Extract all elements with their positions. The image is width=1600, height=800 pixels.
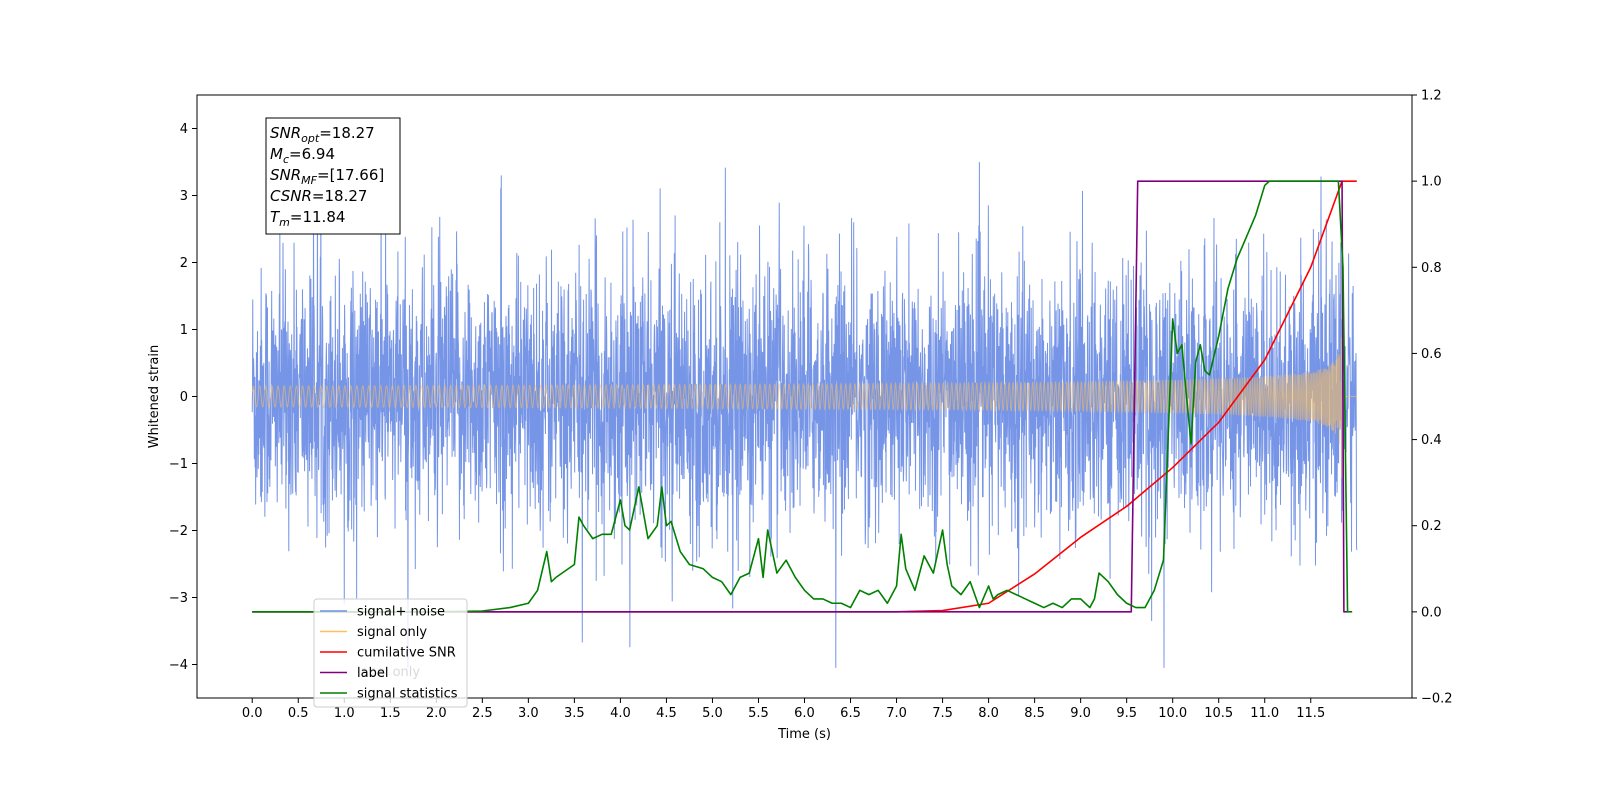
annotation-snr-opt: SNRopt=18.27 bbox=[270, 124, 375, 145]
y2-tick-label: 0.8 bbox=[1421, 261, 1442, 276]
x-tick-label: 3.0 bbox=[518, 706, 539, 721]
signal-noise-line bbox=[251, 142, 1358, 668]
x-tick-label: 1.5 bbox=[380, 706, 401, 721]
annotation-snr-mf: SNRMF=[17.66] bbox=[270, 166, 384, 187]
y-tick-label: 3 bbox=[180, 189, 188, 204]
x-axis-label: Time (s) bbox=[777, 727, 831, 742]
x-tick-label: 0.5 bbox=[288, 706, 309, 721]
x-tick-label: 9.5 bbox=[1116, 706, 1137, 721]
y-tick-label: 2 bbox=[180, 256, 188, 271]
x-tick-label: 0.0 bbox=[242, 706, 263, 721]
y-tick-label: −2 bbox=[169, 524, 188, 539]
y2-tick-label: 0.6 bbox=[1421, 347, 1442, 362]
legend-label: signal statistics bbox=[357, 687, 458, 702]
legend-item: signal statistics bbox=[320, 687, 458, 702]
legend-label: cumilative SNR bbox=[357, 646, 456, 661]
x-tick-label: 11.5 bbox=[1296, 706, 1325, 721]
legend-label: signal+ noise bbox=[357, 605, 445, 620]
y-axis-left: 4 3 2 1 0 −1 −2 −3 −4 bbox=[169, 122, 197, 673]
y-tick-label: −1 bbox=[169, 457, 188, 472]
y-axis-right: 1.2 1.0 0.8 0.6 0.4 0.2 0.0 −0.2 bbox=[1412, 89, 1453, 707]
y2-tick-label: 0.2 bbox=[1421, 519, 1442, 534]
cumilative-snr-line bbox=[252, 180, 1357, 613]
x-tick-label: 6.5 bbox=[840, 706, 861, 721]
annotation-csnr: CSNR=18.27 bbox=[270, 187, 367, 205]
signal-only-series bbox=[251, 337, 1357, 478]
x-tick-label: 11.0 bbox=[1250, 706, 1279, 721]
legend-label: label bbox=[357, 666, 388, 681]
y-tick-label: 1 bbox=[180, 323, 188, 338]
x-tick-label: 4.0 bbox=[610, 706, 631, 721]
x-tick-label: 5.0 bbox=[702, 706, 723, 721]
legend-item: signal only bbox=[320, 625, 427, 640]
legend: label only signal+ noise signal only cumila… bbox=[313, 598, 468, 708]
signal-statistics-line bbox=[252, 180, 1353, 613]
y-tick-label: −3 bbox=[169, 591, 188, 606]
x-tick-label: 2.0 bbox=[426, 706, 447, 721]
x-tick-label: 10.5 bbox=[1204, 706, 1233, 721]
signal-only-line bbox=[251, 337, 1357, 478]
legend-item: signal+ noise bbox=[320, 605, 445, 620]
legend-label: signal only bbox=[357, 625, 427, 640]
x-tick-label: 5.5 bbox=[748, 706, 769, 721]
y2-tick-label: −0.2 bbox=[1421, 692, 1453, 707]
y-axis-label: Whitened strain bbox=[147, 345, 162, 448]
annotation-mc: Mc=6.94 bbox=[270, 145, 335, 166]
y2-tick-label: 0.0 bbox=[1421, 605, 1442, 620]
legend-hidden-label: label only bbox=[357, 665, 420, 680]
y2-tick-label: 1.0 bbox=[1421, 175, 1442, 190]
x-tick-label: 1.0 bbox=[334, 706, 355, 721]
annotation-box: SNRopt=18.27 Mc=6.94 SNRMF=[17.66] CSNR=… bbox=[265, 117, 401, 235]
x-tick-label: 6.0 bbox=[794, 706, 815, 721]
annotation-tm: Tm=11.84 bbox=[270, 208, 345, 229]
signal-noise-series bbox=[251, 142, 1358, 668]
x-tick-label: 8.5 bbox=[1024, 706, 1045, 721]
legend-item: cumilative SNR bbox=[320, 646, 456, 661]
x-tick-label: 8.0 bbox=[978, 706, 999, 721]
x-tick-label: 10.0 bbox=[1158, 706, 1187, 721]
y-tick-label: 0 bbox=[180, 390, 188, 405]
y2-tick-label: 1.2 bbox=[1421, 89, 1442, 104]
label-line bbox=[252, 180, 1348, 613]
y-tick-label: 4 bbox=[180, 122, 188, 137]
x-tick-label: 7.5 bbox=[932, 706, 953, 721]
y2-tick-label: 0.4 bbox=[1421, 433, 1442, 448]
x-tick-label: 3.5 bbox=[564, 706, 585, 721]
y-tick-label: −4 bbox=[169, 658, 188, 673]
x-tick-label: 2.5 bbox=[472, 706, 493, 721]
x-axis: 0.0 0.5 1.0 1.5 2.0 2.5 3.0 3.5 4.0 4.5 5.0 5.5 6.0 6… bbox=[242, 698, 1325, 721]
x-tick-label: 7.0 bbox=[886, 706, 907, 721]
x-tick-label: 4.5 bbox=[656, 706, 677, 721]
legend-item: label bbox=[320, 666, 388, 681]
x-tick-label: 9.0 bbox=[1070, 706, 1091, 721]
